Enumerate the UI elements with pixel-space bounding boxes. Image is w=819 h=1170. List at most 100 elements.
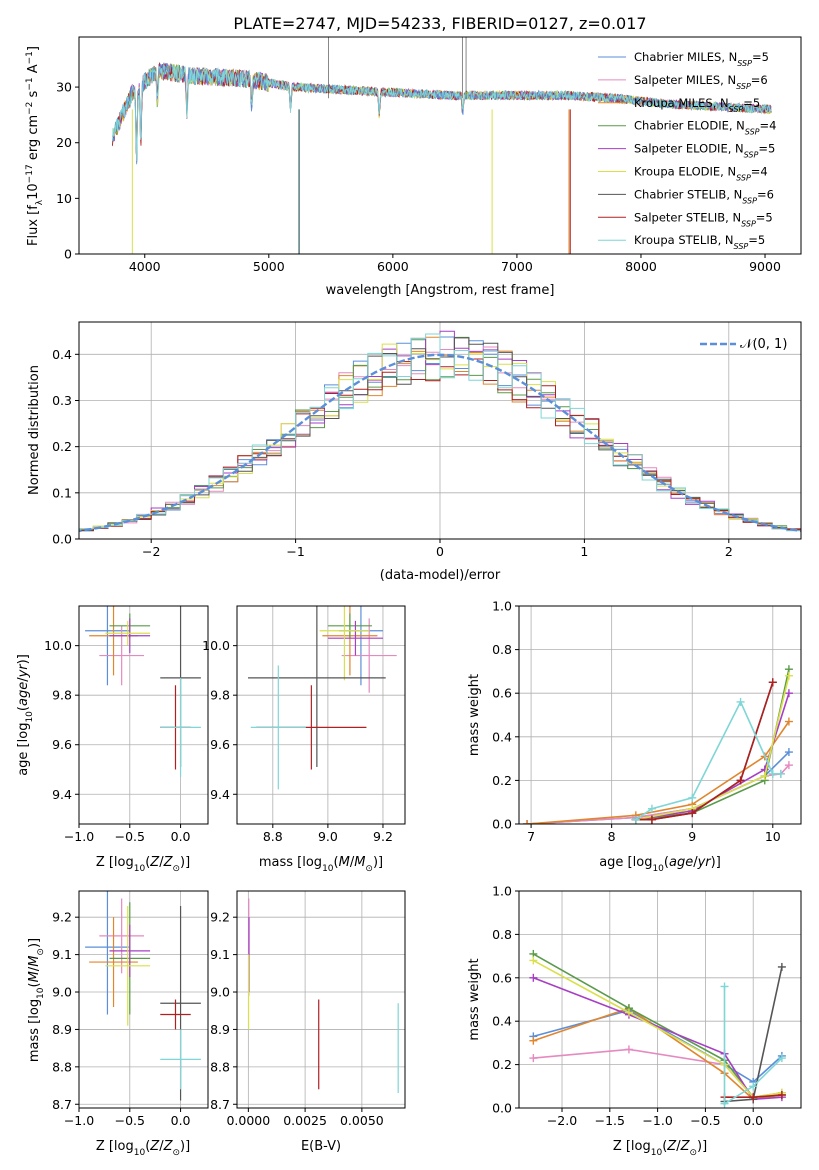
label-part: M bbox=[339, 855, 350, 870]
y-axis-label: age [log10(age/yr)] bbox=[16, 654, 35, 776]
y-tick-label: 0.4 bbox=[492, 729, 512, 744]
y-tick-label: 0.2 bbox=[52, 439, 72, 454]
axes-frame bbox=[236, 605, 406, 825]
legend-sub: SSP bbox=[744, 150, 759, 159]
label-part: −1 bbox=[25, 51, 35, 64]
plot-area-6 bbox=[247, 898, 399, 1094]
y-tick-label: 10 bbox=[56, 191, 72, 206]
label-part: −17 bbox=[25, 164, 35, 183]
legend-name: Kroupa MILES, N bbox=[634, 96, 729, 110]
y-tick-label: 9.0 bbox=[52, 985, 72, 1000]
label-part: ( bbox=[334, 855, 339, 870]
axes-7: −2.0 −1.5 −1.0 −0.5 0.0 0.0 0.2 0.4 0.6 0.8 1.0 mas… bbox=[467, 884, 802, 1158]
y-tick-label: 8.8 bbox=[52, 1059, 72, 1074]
x-tick-label: 9.2 bbox=[373, 829, 393, 844]
y-tick-label: 9.8 bbox=[210, 688, 230, 703]
label-part: 10 bbox=[36, 987, 46, 999]
y-tick-label: 9.2 bbox=[210, 910, 230, 925]
y-tick-label: 0.3 bbox=[52, 393, 72, 408]
legend-sub: SSP bbox=[741, 219, 756, 228]
label-part: ( bbox=[27, 982, 42, 987]
x-axis-label: wavelength [Angstrom, rest frame] bbox=[326, 283, 555, 298]
label-part: erg cm bbox=[26, 115, 41, 164]
label-part: Z [log bbox=[613, 1139, 651, 1154]
x-tick-label: 9.0 bbox=[318, 829, 338, 844]
label-part: ( bbox=[16, 706, 31, 711]
label-part: / bbox=[350, 855, 355, 870]
label-part: ( bbox=[664, 855, 669, 870]
x-axis-label: age [log10(age/yr)] bbox=[599, 855, 721, 874]
label-part: 10 bbox=[652, 864, 664, 874]
legend-label-chab_miles: Chabrier MILES, NSSP=5 bbox=[634, 50, 769, 68]
legend-label-salp_miles: Salpeter MILES, NSSP=6 bbox=[634, 73, 768, 91]
axes-frame bbox=[78, 36, 802, 255]
x-tick-label: 6000 bbox=[377, 259, 409, 274]
weight-line-salp_stelib bbox=[635, 682, 774, 821]
y-tick-label: 9.6 bbox=[52, 737, 72, 752]
x-tick-label: −2.0 bbox=[547, 1113, 577, 1128]
legend-label-chab_stelib: Chabrier STELIB, NSSP=6 bbox=[634, 187, 774, 205]
legend-sub: SSP bbox=[745, 127, 760, 136]
y-tick-label: 0.0 bbox=[492, 1101, 512, 1116]
label-part: s bbox=[26, 90, 41, 101]
legend-n: =5 bbox=[758, 142, 775, 156]
label-part: ( bbox=[145, 1139, 150, 1154]
legend-n: =6 bbox=[751, 73, 768, 87]
legend-name: Kroupa STELIB, N bbox=[634, 233, 734, 247]
weight-line-salp_elodie bbox=[635, 692, 790, 821]
y-tick-label: 1.0 bbox=[492, 884, 512, 899]
legend-gaussian-label: 𝒩(0, 1) bbox=[740, 337, 787, 352]
legend-name: Chabrier STELIB, N bbox=[634, 187, 742, 201]
label-part: 10 bbox=[134, 1148, 146, 1158]
label-part: )] bbox=[180, 1139, 190, 1154]
x-tick-label: 0.0025 bbox=[283, 1113, 327, 1128]
label-part: −2 bbox=[25, 102, 35, 115]
label-part: yr bbox=[697, 855, 713, 870]
legend-sub: SSP bbox=[729, 104, 744, 113]
legend-label-salp_elodie: Salpeter ELODIE, NSSP=5 bbox=[634, 142, 775, 160]
label-part: )] bbox=[16, 654, 31, 664]
legend-n: =4 bbox=[751, 165, 768, 179]
y-tick-label: 0.6 bbox=[492, 970, 512, 985]
y-tick-label: 9.4 bbox=[210, 787, 230, 802]
label-part: )] bbox=[180, 855, 190, 870]
y-tick-label: 0.2 bbox=[492, 1057, 512, 1072]
x-axis-label: Z [log10(Z/Z⊙)] bbox=[96, 855, 190, 874]
y-tick-label: 0 bbox=[64, 247, 72, 262]
axes-4: 7 8 9 10 0.0 0.2 0.4 0.6 0.8 1.0 mass weight age [l… bbox=[467, 599, 802, 874]
y-tick-label: 9.6 bbox=[210, 737, 230, 752]
legend-name: Chabrier MILES, N bbox=[634, 50, 737, 64]
label-part: / bbox=[27, 966, 42, 971]
axes-frame bbox=[236, 890, 406, 1109]
y-tick-label: 8.9 bbox=[52, 1022, 72, 1037]
y-tick-label: 9.8 bbox=[52, 688, 72, 703]
axes-frame bbox=[518, 605, 802, 825]
x-tick-label: 0.0 bbox=[171, 1113, 191, 1128]
y-tick-label: 10.0 bbox=[202, 638, 230, 653]
legend-n: =4 bbox=[760, 119, 777, 133]
y-tick-label: 0.2 bbox=[492, 773, 512, 788]
x-tick-label: 8 bbox=[608, 829, 616, 844]
legend-n: =6 bbox=[757, 187, 774, 201]
axes-5: −1.0 −0.5 0.08.78.88.99.09.19.2Z [log10(Z/… bbox=[27, 890, 209, 1158]
hist-krou_stelib bbox=[79, 333, 801, 533]
y-tick-label: 0.4 bbox=[52, 347, 72, 362]
label-part: Flux [f bbox=[26, 205, 41, 246]
y-tick-label: 8.9 bbox=[210, 1022, 230, 1037]
label-part: 10 bbox=[322, 864, 334, 874]
y-tick-label: 8.7 bbox=[52, 1097, 72, 1112]
y-tick-label: 9.1 bbox=[52, 947, 72, 962]
figure-title: PLATE=2747, MJD=54233, FIBERID=0127, z=0… bbox=[233, 14, 646, 33]
legend-label-krou_elodie: Kroupa ELODIE, NSSP=4 bbox=[634, 165, 768, 183]
weight-line-chab_stelib bbox=[635, 682, 774, 821]
gaussian-curve bbox=[79, 353, 801, 533]
axes-frame bbox=[78, 890, 209, 1109]
label-part: ⊙ bbox=[36, 948, 46, 956]
plot-area-3 bbox=[248, 606, 397, 790]
label-part: Z bbox=[163, 855, 174, 870]
y-tick-label: 20 bbox=[56, 135, 72, 150]
plot-area-4 bbox=[523, 665, 793, 824]
x-tick-label: −1 bbox=[286, 544, 304, 559]
legend-label-salp_stelib: Salpeter STELIB, NSSP=5 bbox=[634, 210, 773, 228]
x-tick-label: 8000 bbox=[625, 259, 657, 274]
